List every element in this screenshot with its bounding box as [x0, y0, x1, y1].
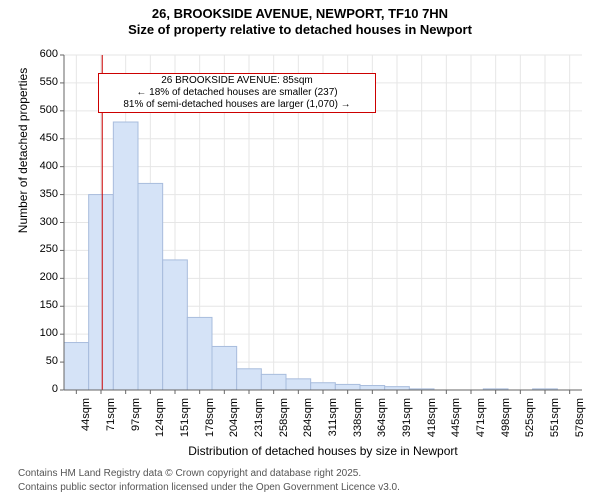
annotation-line2: ← 18% of detached houses are smaller (23… — [103, 87, 371, 99]
x-tick-label: 338sqm — [352, 398, 364, 446]
y-tick-label: 150 — [28, 299, 58, 311]
x-tick-label: 124sqm — [154, 398, 166, 446]
x-tick-label: 471sqm — [475, 398, 487, 446]
histogram-bar — [385, 387, 410, 390]
x-tick-label: 151sqm — [179, 398, 191, 446]
x-tick-label: 204sqm — [228, 398, 240, 446]
histogram-bar — [163, 260, 188, 390]
y-tick-label: 350 — [28, 188, 58, 200]
y-tick-label: 550 — [28, 76, 58, 88]
y-tick-label: 0 — [28, 383, 58, 395]
x-tick-label: 418sqm — [426, 398, 438, 446]
y-tick-label: 250 — [28, 243, 58, 255]
x-tick-label: 231sqm — [253, 398, 265, 446]
histogram-bar — [237, 369, 262, 390]
y-tick-label: 50 — [28, 355, 58, 367]
x-tick-label: 178sqm — [204, 398, 216, 446]
histogram-bar — [113, 122, 138, 390]
histogram-bar — [64, 343, 89, 390]
annotation-line1: 26 BROOKSIDE AVENUE: 85sqm — [103, 75, 371, 87]
histogram-bar — [286, 379, 311, 390]
histogram-bar — [187, 317, 212, 390]
chart-title-line1: 26, BROOKSIDE AVENUE, NEWPORT, TF10 7HN — [0, 6, 600, 21]
x-tick-label: 364sqm — [376, 398, 388, 446]
histogram-bar — [261, 374, 286, 390]
histogram-bar — [138, 183, 163, 390]
annotation-box: 26 BROOKSIDE AVENUE: 85sqm ← 18% of deta… — [98, 73, 376, 113]
x-tick-label: 498sqm — [500, 398, 512, 446]
footer-line2: Contains public sector information licen… — [18, 482, 400, 493]
footer-line1: Contains HM Land Registry data © Crown c… — [18, 468, 361, 479]
x-tick-label: 258sqm — [278, 398, 290, 446]
x-tick-label: 284sqm — [302, 398, 314, 446]
y-tick-label: 200 — [28, 271, 58, 283]
x-tick-label: 551sqm — [549, 398, 561, 446]
x-axis-label: Distribution of detached houses by size … — [64, 444, 582, 458]
y-tick-label: 500 — [28, 104, 58, 116]
x-tick-label: 311sqm — [327, 398, 339, 446]
x-tick-label: 578sqm — [574, 398, 586, 446]
chart-container: 26, BROOKSIDE AVENUE, NEWPORT, TF10 7HN … — [0, 0, 600, 500]
y-tick-label: 100 — [28, 327, 58, 339]
histogram-bar — [89, 195, 114, 390]
histogram-bar — [335, 384, 360, 390]
x-tick-label: 445sqm — [450, 398, 462, 446]
annotation-line3: 81% of semi-detached houses are larger (… — [103, 99, 371, 111]
y-tick-label: 600 — [28, 48, 58, 60]
x-tick-label: 44sqm — [80, 398, 92, 446]
x-tick-label: 525sqm — [524, 398, 536, 446]
x-tick-label: 71sqm — [105, 398, 117, 446]
x-tick-label: 391sqm — [401, 398, 413, 446]
chart-title-line2: Size of property relative to detached ho… — [0, 22, 600, 37]
y-tick-label: 450 — [28, 132, 58, 144]
y-tick-label: 300 — [28, 216, 58, 228]
histogram-bar — [212, 346, 237, 390]
histogram-bar — [360, 386, 385, 390]
histogram-bar — [311, 383, 336, 390]
y-tick-label: 400 — [28, 160, 58, 172]
x-tick-label: 97sqm — [130, 398, 142, 446]
